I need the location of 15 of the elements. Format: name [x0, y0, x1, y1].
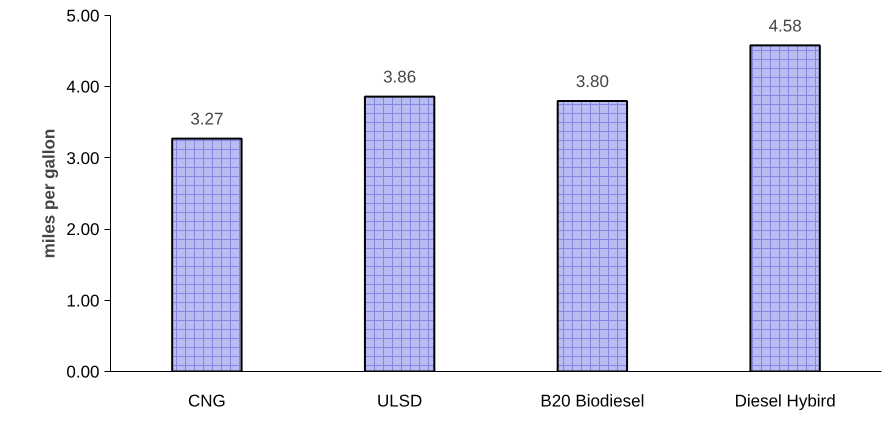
- x-tick-label: B20 Biodiesel: [540, 392, 644, 410]
- y-tick-label: 0.00: [66, 362, 100, 382]
- y-tick-label: 1.00: [66, 291, 100, 310]
- y-tick-label: 2.00: [66, 220, 100, 240]
- x-tick-label: CNG: [188, 392, 226, 410]
- y-axis-title: miles per gallon: [39, 128, 58, 258]
- x-tick-label: ULSD: [376, 392, 422, 410]
- data-label: 3.27: [190, 110, 224, 129]
- data-label: 3.80: [576, 72, 609, 91]
- y-tick-label: 5.00: [66, 6, 100, 26]
- y-tick-label: 4.00: [66, 78, 100, 97]
- data-label: 3.86: [383, 68, 416, 87]
- data-label: 4.58: [768, 16, 802, 36]
- y-tick-label: 3.00: [66, 148, 100, 168]
- x-tick-label: Diesel Hybird: [734, 392, 836, 410]
